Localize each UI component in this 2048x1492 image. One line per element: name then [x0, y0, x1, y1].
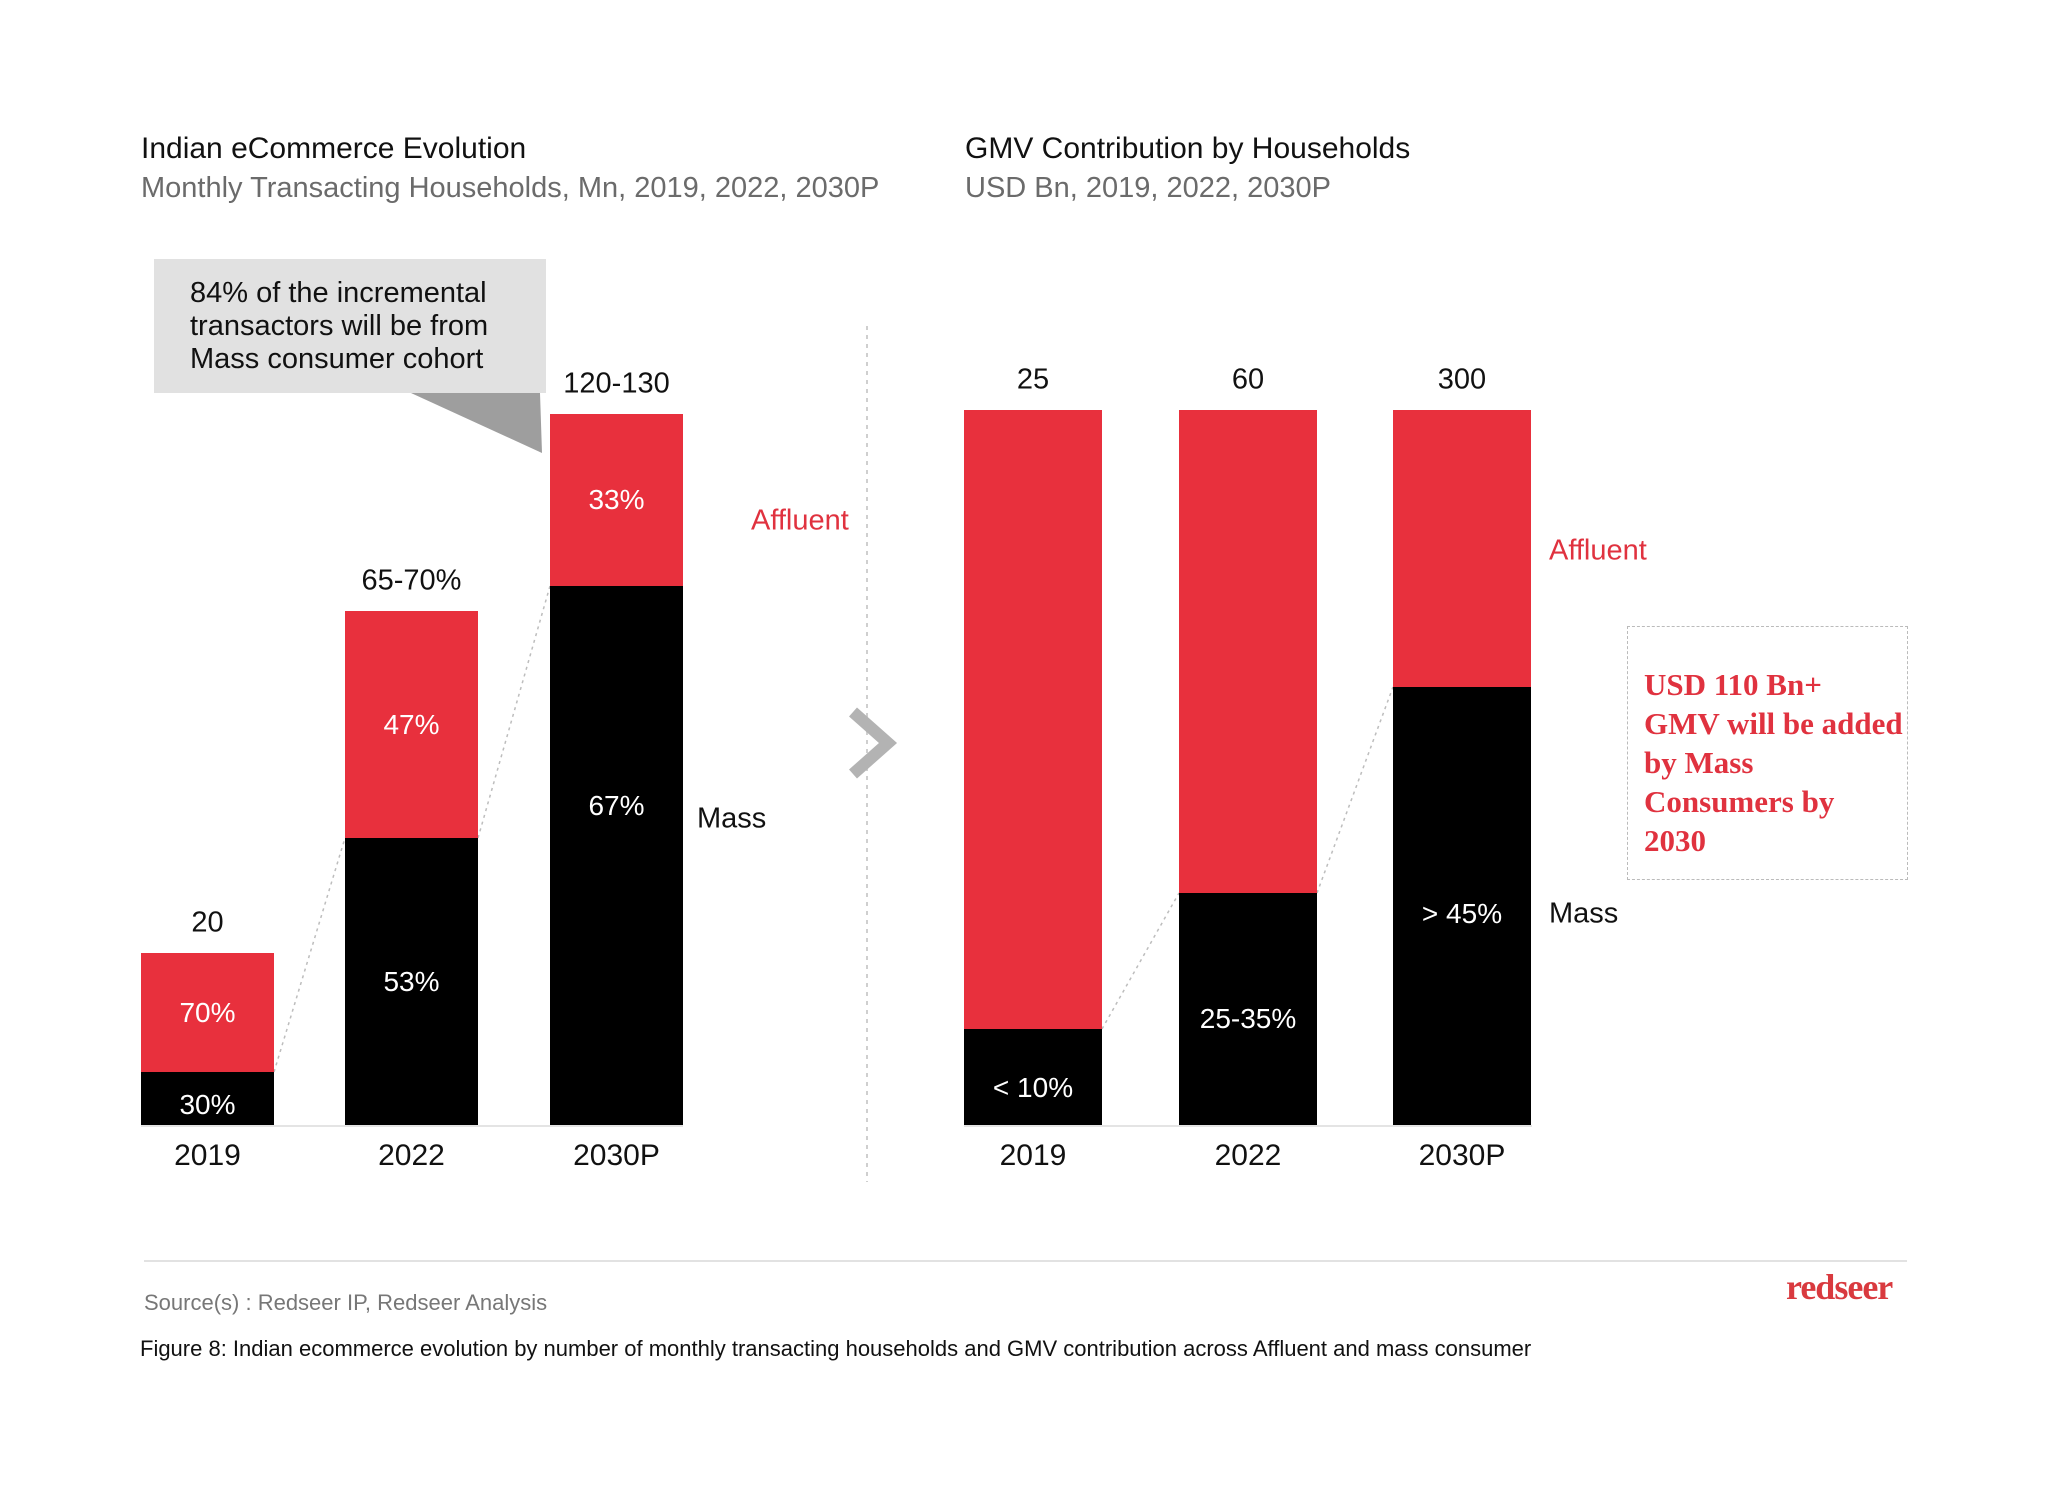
left-legend-affluent: Affluent [751, 504, 849, 537]
right-bar-2019-mass [964, 1029, 1102, 1125]
left-bar-2030P-affluent [550, 414, 683, 586]
left-bar-2019-mass [141, 1072, 274, 1125]
chevron-right-icon [849, 707, 898, 779]
callout-pointer [411, 393, 542, 453]
figure-caption: Figure 8: Indian ecommerce evolution by … [140, 1336, 1532, 1361]
note-text: USD 110 Bn+ GMV will be added by Mass Co… [1644, 667, 1903, 858]
right-bar-2030P-affluent [1393, 410, 1531, 687]
right-x-tick-label: 2022 [1214, 1139, 1282, 1172]
left-bar-2022-mass [345, 838, 478, 1125]
left-total-label: 120-130 [563, 367, 670, 400]
right-bar-2030P-mass [1393, 687, 1531, 1125]
source-text: Source(s) : Redseer IP, Redseer Analysis [144, 1290, 548, 1315]
redseer-logo: redseer [1786, 1267, 1893, 1307]
left-affluent-share-label: 33% [588, 484, 645, 515]
right-mass-share-label: 25-35% [1199, 1003, 1297, 1034]
callout-box: 84% of the incremental transactors will … [154, 259, 546, 393]
left-legend-mass: Mass [697, 802, 767, 835]
right-x-tick-label: 2019 [999, 1139, 1067, 1172]
left-affluent-share-label: 70% [179, 996, 236, 1028]
callout-text: 84% of the incremental transactors will … [190, 277, 489, 375]
right-mass-share-label: < 10% [992, 1072, 1074, 1103]
left-x-tick-label: 2022 [378, 1139, 445, 1172]
left-mass-share-label: 67% [588, 790, 645, 821]
right-bar-2019-affluent [964, 410, 1102, 1029]
left-mass-share-label: 30% [179, 1089, 236, 1120]
right-bar-2022-mass [1179, 893, 1317, 1125]
footer-divider [144, 1260, 1907, 1262]
left-mass-share-label: 53% [383, 966, 440, 997]
left-bar-2030P-mass [550, 586, 683, 1125]
left-total-label: 20 [191, 906, 224, 939]
left-chart-subtitle: Monthly Transacting Households, Mn, 2019… [141, 172, 880, 204]
right-mass-share-label: > 45% [1421, 898, 1503, 929]
left-mass-connector [477, 585, 551, 839]
right-bar-2022-affluent [1179, 410, 1317, 893]
right-x-tick-label: 2030P [1418, 1139, 1506, 1172]
left-x-tick-label: 2030P [573, 1139, 660, 1172]
left-bar-2019-affluent [141, 953, 274, 1072]
right-total-label: 60 [1231, 363, 1265, 396]
left-mass-connector [273, 837, 346, 1073]
right-total-label: 25 [1016, 363, 1050, 396]
left-affluent-share-label: 47% [383, 708, 440, 740]
left-bar-2022-affluent [345, 611, 478, 838]
left-total-label: 65-70% [361, 564, 462, 597]
right-legend-mass: Mass [1549, 897, 1619, 930]
left-chart-title: Indian eCommerce Evolution [141, 132, 527, 165]
right-mass-connector [1316, 686, 1394, 894]
right-chart-title: GMV Contribution by Households [965, 132, 1411, 165]
right-mass-connector [1101, 892, 1180, 1030]
left-x-tick-label: 2019 [174, 1139, 241, 1172]
right-chart-subtitle: USD Bn, 2019, 2022, 2030P [965, 172, 1331, 204]
right-total-label: 300 [1437, 363, 1487, 396]
note-box: USD 110 Bn+ GMV will be added by Mass Co… [1627, 626, 1908, 880]
right-legend-affluent: Affluent [1549, 534, 1647, 567]
